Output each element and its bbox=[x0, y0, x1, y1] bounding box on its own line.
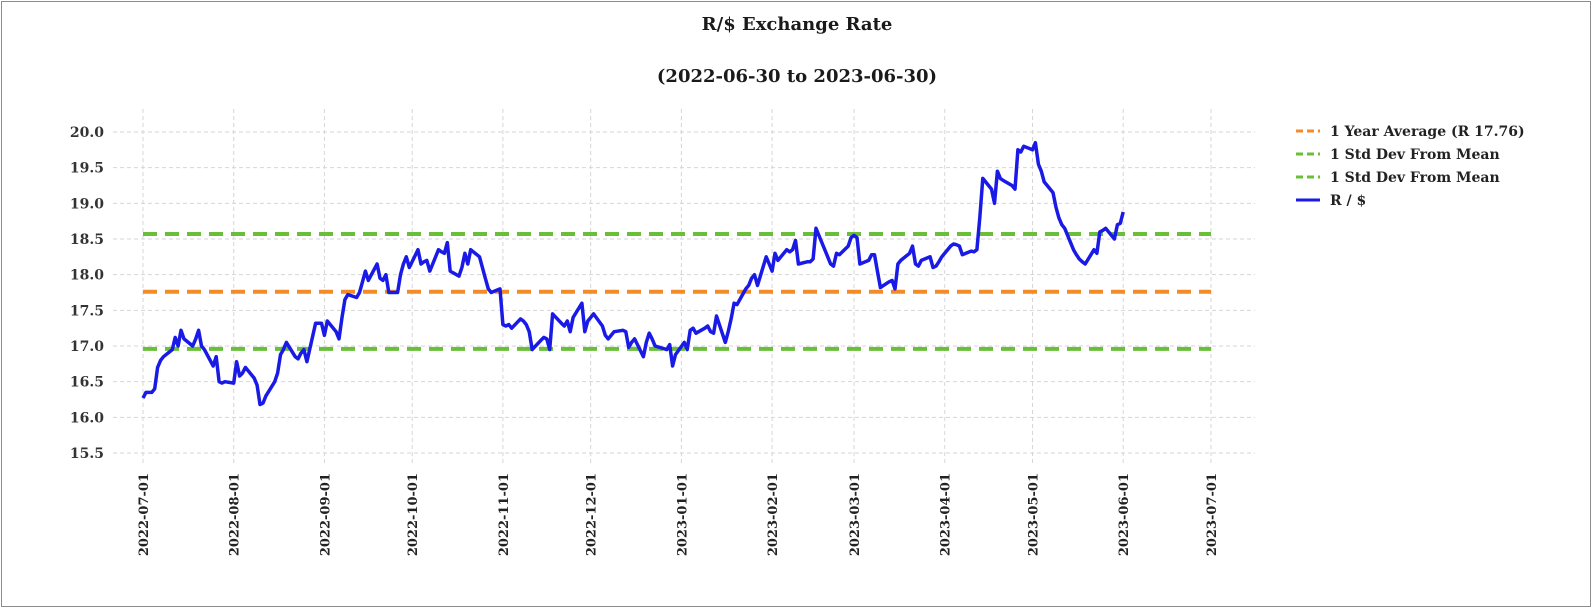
y-tick-label: 17.5 bbox=[70, 303, 104, 319]
legend-label: 1 Std Dev From Mean bbox=[1330, 147, 1500, 163]
y-tick-label: 18.5 bbox=[70, 232, 104, 248]
x-tick-label: 2022-09-01 bbox=[318, 473, 333, 556]
y-tick-label: 18.0 bbox=[70, 268, 104, 284]
legend-label: 1 Year Average (R 17.76) bbox=[1330, 124, 1525, 140]
series-line-rand-dollar bbox=[141, 140, 1125, 407]
y-tick-label: 19.0 bbox=[70, 196, 104, 212]
x-tick-label: 2023-07-01 bbox=[1205, 473, 1220, 556]
y-tick-label: 19.5 bbox=[70, 161, 104, 177]
x-tick-label: 2022-10-01 bbox=[406, 473, 421, 556]
legend-label: 1 Std Dev From Mean bbox=[1330, 170, 1500, 186]
legend-label: R / $ bbox=[1330, 193, 1366, 209]
x-tick-label: 2023-05-01 bbox=[1027, 473, 1042, 556]
x-tick-label: 2022-07-01 bbox=[137, 473, 152, 556]
y-tick-label: 17.0 bbox=[70, 339, 104, 355]
chart-title: R/$ Exchange Rate bbox=[701, 14, 893, 35]
y-tick-label: 16.0 bbox=[70, 410, 104, 426]
x-tick-label: 2023-06-01 bbox=[1117, 473, 1132, 556]
y-tick-label: 15.5 bbox=[70, 446, 104, 462]
x-tick-label: 2023-03-01 bbox=[848, 473, 863, 556]
x-tick-label: 2023-02-01 bbox=[766, 473, 781, 556]
x-tick-label: 2023-04-01 bbox=[939, 473, 954, 556]
y-tick-label: 20.0 bbox=[70, 125, 104, 141]
y-tick-label: 16.5 bbox=[70, 375, 104, 391]
x-tick-label: 2022-11-01 bbox=[497, 473, 512, 556]
chart-subtitle: (2022-06-30 to 2023-06-30) bbox=[656, 66, 938, 87]
x-tick-label: 2022-12-01 bbox=[585, 473, 600, 556]
x-tick-label: 2022-08-01 bbox=[228, 473, 243, 556]
x-tick-label: 2023-01-01 bbox=[675, 473, 690, 556]
